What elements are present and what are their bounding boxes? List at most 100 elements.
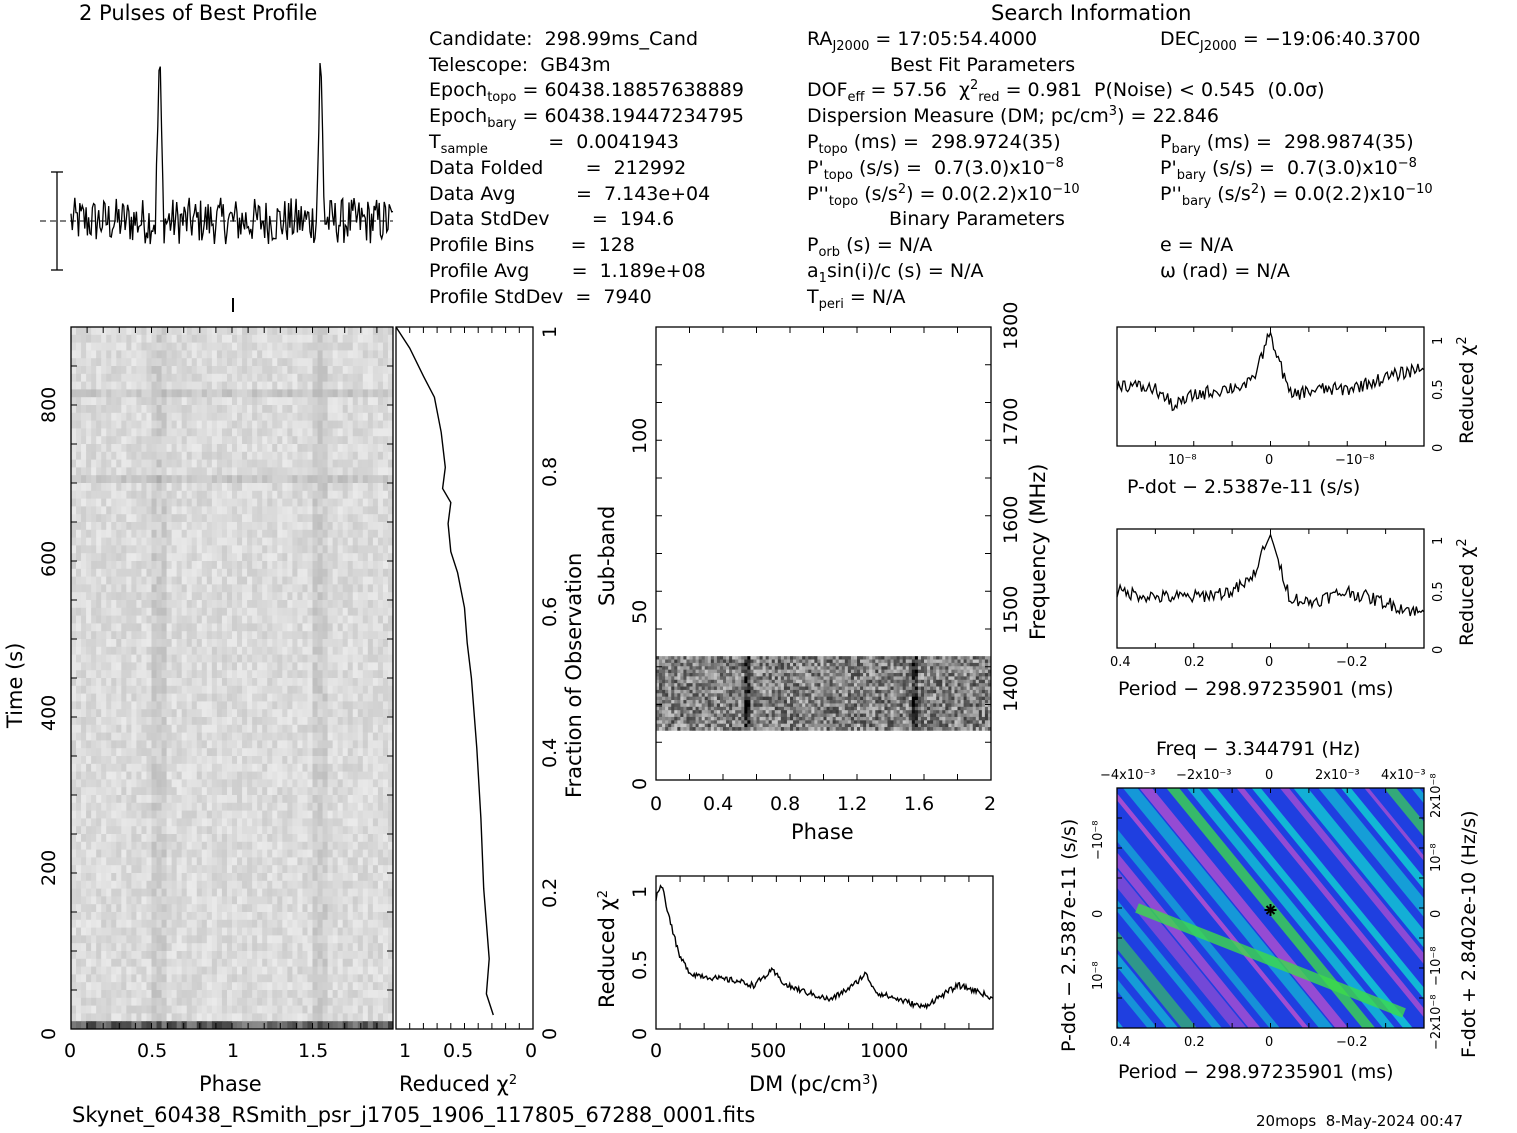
ppdot-period-tick-0: 0 [1265,1035,1274,1050]
dm-redchi-tick-1: 1 [629,885,651,898]
ppdot-stripe [1364,788,1424,862]
info-dof-chi: DOFeff = 57.56 χ2red = 0.981 P(Noise) < … [807,78,1325,105]
info-epoch-topo: Epochtopo = 60438.18857638889 [429,79,744,105]
freq-tick-m4: −4x10⁻³ [1100,768,1156,783]
info-data-folded: Data Folded = 212992 [429,157,687,179]
phase2-tick-2: 2 [984,793,997,815]
footer-filename: Skynet_60438_RSmith_psr_j1705_1906_11780… [72,1103,756,1127]
info-dm: Dispersion Measure (DM; pc/cm3) = 22.846 [807,104,1219,127]
ppdot-stripe [1251,788,1424,999]
phase2-tick-1.2: 1.2 [837,793,868,815]
phase2-tick-0: 0 [650,793,663,815]
info-omega: ω (rad) = N/A [1160,260,1290,282]
info-pdot-topo: P'topo (s/s) = 0.7(3.0)x10−8 [807,156,1064,183]
best-fit-marker [1264,904,1277,916]
period-tick--0.2: −0.2 [1336,655,1368,670]
subband-heatmap [656,656,992,731]
fraction-tick-1: 1 [539,325,561,338]
dm-tick-500: 500 [750,1040,787,1062]
dm-tick-1000: 1000 [860,1040,909,1062]
fraction-axis-label: Fraction of Observation [562,552,586,798]
footer-stamp: 20mops 8-May-2024 00:47 [1256,1112,1464,1130]
freq-tick-1700: 1700 [1000,397,1022,446]
time-tick-800: 800 [38,386,60,423]
ppdot-stripe [1117,978,1158,1028]
subband-tick-0: 0 [629,777,651,790]
time-phase-heatmap [71,327,394,1030]
ppdot-stripe [1122,788,1334,1028]
info-dec: DECJ2000 = −19:06:40.3700 [1160,28,1421,54]
ppdot-stripe [852,768,1089,1058]
ppdot-stripe [1383,788,1424,838]
time-tick-400: 400 [38,694,60,731]
period-redchi-label: Reduced χ2 [1455,538,1478,646]
freq-tick-1500: 1500 [1000,585,1022,634]
phase-tick-0.5: 0.5 [137,1040,168,1062]
dm-redchi-tick-0: 0 [629,1027,651,1040]
phase2-tick-0.4: 0.4 [703,793,734,815]
ppdot-stripe [1117,793,1309,1028]
dm-frame [655,875,994,1030]
ppdot-stripe [1117,953,1179,1028]
info-candidate: Candidate: 298.99ms_Cand [429,28,699,50]
ppdot-period-tick--0.2: −0.2 [1336,1035,1368,1050]
ppdot-stripe [1293,788,1424,948]
freq-tick-4: 4x10⁻³ [1381,768,1426,783]
phase2-axis-label: Phase [791,820,854,844]
info-pddot-bary: P''bary (s/s2) = 0.0(2.2)x10−10 [1160,182,1433,209]
phase-tick-1.5: 1.5 [298,1040,329,1062]
info-telescope: Telescope: GB43m [429,54,611,76]
time-tick-200: 200 [38,849,60,886]
fdot-tick-0: 0 [1429,909,1444,918]
ppdot-stripe [1117,930,1197,1028]
period-redchi-tick-1: 1 [1431,536,1446,545]
info-tsample: Tsample = 0.0041943 [429,131,680,157]
ppdot-pdot-tick-zero: 0 [1091,909,1106,918]
line-series [40,62,1425,1016]
info-data-stddev: Data StdDev = 194.6 [429,208,675,230]
redchi-axis-label: Reduced χ2 [399,1072,518,1096]
tick-marks [70,326,1425,1030]
info-profile-stddev: Profile StdDev = 7940 [429,286,652,308]
fraction-tick-0: 0 [539,1027,561,1040]
period-axis-label: Period − 298.97235901 (ms) [1118,678,1394,700]
pdot-redchi-tick-0: 0 [1431,443,1446,452]
fraction-tick-0.6: 0.6 [539,596,561,627]
freq-tick-1600: 1600 [1000,495,1022,544]
pdot-axis-label: P-dot − 2.5387e-11 (s/s) [1127,476,1361,498]
phase2-tick-0.8: 0.8 [770,793,801,815]
ppdot-stripe [780,768,1017,1058]
info-profile-avg: Profile Avg = 1.189e+08 [429,260,706,282]
fdot-tick-m1: −10⁻⁸ [1429,946,1444,986]
binary-title: Binary Parameters [889,208,1065,230]
period-pdot-heatmap [780,768,1424,1058]
pdot-tick-zero: 0 [1265,453,1274,468]
ppdot-ridge [1135,903,1406,1018]
fdot-tick-1: 10⁻⁸ [1429,843,1444,872]
dm-redchi-line [655,884,994,1011]
fraction-tick-0.8: 0.8 [539,456,561,487]
period-redchi-tick-0: 0 [1431,645,1446,654]
pdot-redchi-tick-1: 1 [1431,336,1446,345]
ppdot-stripe [1236,788,1424,1018]
ppdot-stripe [1186,788,1395,1028]
freq-tick-1400: 1400 [1000,663,1022,712]
ppdot-period-tick-0.4: 0.4 [1110,1035,1131,1050]
best-fit-title: Best Fit Parameters [890,54,1076,76]
time-tick-600: 600 [38,540,60,577]
redchi-tick-0.5: 0.5 [443,1040,474,1062]
freq-tick-0: 0 [1265,768,1274,783]
dm-axis-label: DM (pc/cm3) [749,1072,879,1096]
info-profile-bins: Profile Bins = 128 [429,234,635,256]
phase-tick-0: 0 [64,1040,77,1062]
ppdot-stripe [1139,788,1349,1028]
dm-tick-0: 0 [650,1040,663,1062]
profile-title: 2 Pulses of Best Profile [79,1,318,25]
ppdot-stripe [1340,788,1424,890]
ppdot-stripe [1117,1020,1124,1028]
period-redchi-tick-0.5: 0.5 [1431,581,1446,602]
redchi-tick-1: 1 [399,1040,412,1062]
info-porb: Porb (s) = N/A [807,234,933,260]
profile-line [70,62,394,245]
